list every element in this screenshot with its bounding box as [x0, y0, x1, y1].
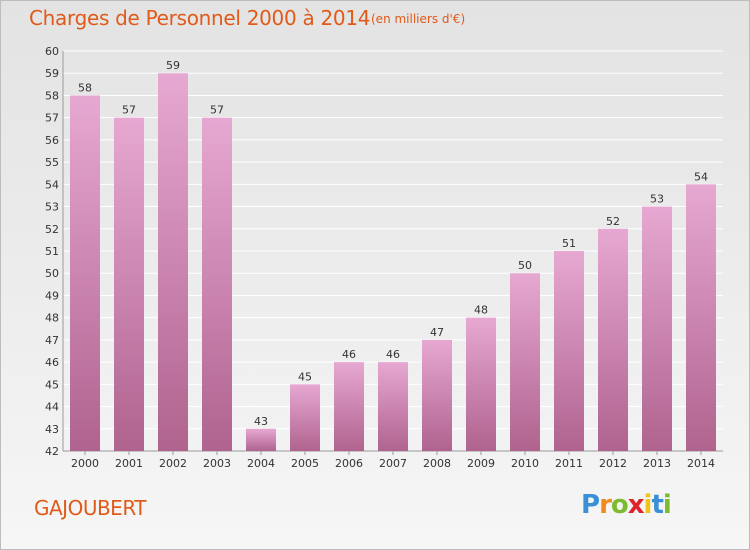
- y-tick-label: 42: [45, 445, 59, 458]
- y-tick-label: 48: [45, 312, 59, 325]
- x-tick-label: 2000: [71, 457, 99, 470]
- data-label: 45: [298, 370, 312, 383]
- data-label: 58: [78, 81, 92, 94]
- x-tick-label: 2010: [511, 457, 539, 470]
- bar: [598, 228, 628, 451]
- y-tick-label: 58: [45, 89, 59, 102]
- bar: [290, 384, 320, 451]
- bar: [554, 251, 584, 451]
- data-label: 57: [210, 104, 224, 117]
- data-label: 47: [430, 326, 444, 339]
- data-label: 48: [474, 304, 488, 317]
- data-label: 51: [562, 237, 576, 250]
- data-label: 53: [650, 193, 664, 206]
- x-tick-label: 2006: [335, 457, 363, 470]
- y-tick-label: 57: [45, 112, 59, 125]
- bar: [642, 206, 672, 451]
- data-label: 59: [166, 59, 180, 72]
- bar: [378, 362, 408, 451]
- x-tick-label: 2007: [379, 457, 407, 470]
- y-tick-label: 43: [45, 423, 59, 436]
- bar: [114, 117, 144, 452]
- bar: [70, 95, 100, 451]
- logo-letter: i: [662, 490, 672, 520]
- data-label: 54: [694, 170, 708, 183]
- x-tick-label: 2004: [247, 457, 275, 470]
- x-tick-label: 2012: [599, 457, 627, 470]
- y-tick-label: 54: [45, 178, 59, 191]
- y-tick-label: 49: [45, 289, 59, 302]
- y-tick-label: 60: [45, 45, 59, 58]
- data-label: 46: [386, 348, 400, 361]
- y-tick-label: 51: [45, 245, 59, 258]
- logo-letter: P: [581, 490, 600, 520]
- chart-title: Charges de Personnel 2000 à 2014: [29, 6, 371, 30]
- y-tick-label: 44: [45, 401, 59, 414]
- x-tick-label: 2008: [423, 457, 451, 470]
- logo-letter: r: [599, 490, 612, 520]
- bar: [466, 317, 496, 451]
- x-tick-label: 2009: [467, 457, 495, 470]
- proxiti-logo[interactable]: Proxiti: [581, 490, 672, 520]
- y-tick-label: 52: [45, 223, 59, 236]
- logo-letter: t: [651, 490, 663, 520]
- bar: [202, 117, 232, 452]
- y-tick-label: 46: [45, 356, 59, 369]
- x-tick-label: 2013: [643, 457, 671, 470]
- y-tick-label: 55: [45, 156, 59, 169]
- y-tick-label: 56: [45, 134, 59, 147]
- commune-name: GAJOUBERT: [34, 496, 146, 520]
- chart-subtitle: (en milliers d'€): [371, 12, 466, 26]
- bar: [510, 273, 540, 451]
- bar: [246, 428, 276, 451]
- y-tick-label: 45: [45, 378, 59, 391]
- x-tick-label: 2001: [115, 457, 143, 470]
- x-tick-label: 2014: [687, 457, 715, 470]
- y-tick-label: 59: [45, 67, 59, 80]
- y-tick-label: 47: [45, 334, 59, 347]
- data-label: 50: [518, 259, 532, 272]
- data-label: 52: [606, 215, 620, 228]
- bar: [334, 362, 364, 451]
- bar: [422, 339, 452, 451]
- logo-letter: x: [627, 490, 645, 520]
- x-tick-label: 2003: [203, 457, 231, 470]
- bar: [158, 73, 188, 451]
- logo-letter: i: [643, 490, 653, 520]
- y-tick-label: 53: [45, 201, 59, 214]
- x-tick-label: 2011: [555, 457, 583, 470]
- data-label: 43: [254, 415, 268, 428]
- data-label: 46: [342, 348, 356, 361]
- bar: [686, 184, 716, 452]
- x-tick-label: 2002: [159, 457, 187, 470]
- x-tick-label: 2005: [291, 457, 319, 470]
- logo-letter: o: [610, 490, 629, 520]
- data-label: 57: [122, 104, 136, 117]
- y-tick-label: 50: [45, 267, 59, 280]
